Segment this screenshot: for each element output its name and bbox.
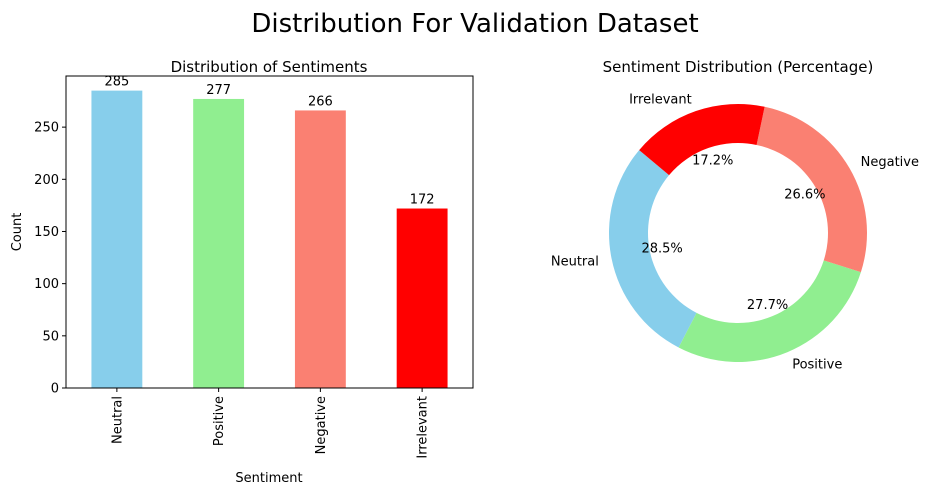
y-tick-label: 150	[34, 225, 59, 240]
bar-neutral	[91, 90, 143, 388]
slice-percent-label: 26.6%	[784, 188, 825, 203]
slice-label: Positive	[792, 358, 842, 373]
y-axis-label: Count	[10, 213, 25, 252]
bar-negative	[294, 110, 346, 388]
bar-value-label: 266	[308, 94, 333, 109]
x-tick-label: Neutral	[110, 396, 125, 444]
plot-frame	[65, 75, 474, 389]
x-tick-label: Irrelevant	[416, 396, 431, 459]
bar-chart: Distribution of Sentiments 285277266172 …	[10, 58, 474, 486]
bar-marks: 285 277 266 172	[91, 75, 448, 389]
slice-label: Negative	[861, 155, 919, 170]
bar-chart-title: Distribution of Sentiments	[171, 58, 368, 76]
x-tick-label: Negative	[314, 396, 329, 454]
slice-label: Neutral	[551, 254, 599, 269]
donut-chart: Sentiment Distribution (Percentage) 28.5…	[551, 58, 919, 373]
slice-irrelevant	[639, 103, 765, 176]
figure-title: Distribution For Validation Dataset	[251, 9, 698, 39]
bar-value-label: 277	[206, 83, 231, 98]
x-tick-label: Positive	[212, 396, 227, 446]
bar-irrelevant	[396, 208, 448, 388]
slice-neutral	[608, 150, 697, 348]
y-axis: 0 50 100 150 200 250	[34, 121, 66, 397]
y-tick-label: 0	[51, 382, 59, 397]
slice-negative	[756, 106, 868, 273]
slice-positive	[678, 260, 861, 362]
bar-value-label: 285	[104, 75, 129, 90]
bar-positive	[193, 98, 245, 389]
slice-percent-label: 27.7%	[747, 298, 788, 313]
slice-percent-label: 17.2%	[692, 153, 733, 168]
x-axis-label: Sentiment	[235, 471, 302, 486]
donut-chart-title: Sentiment Distribution (Percentage)	[603, 58, 874, 76]
y-tick-label: 50	[42, 329, 59, 344]
slice-label: Irrelevant	[629, 92, 692, 107]
y-tick-label: 200	[34, 173, 59, 188]
y-tick-label: 250	[34, 121, 59, 136]
donut-slices: 28.5% Neutral 27.7% Positive 26.6% Negative 17…	[551, 92, 919, 372]
bar-value-label: 172	[410, 193, 435, 208]
y-tick-label: 100	[34, 277, 59, 292]
slice-percent-label: 28.5%	[641, 242, 682, 257]
x-axis: Neutral Positive Negative Irrelevant	[110, 388, 431, 459]
